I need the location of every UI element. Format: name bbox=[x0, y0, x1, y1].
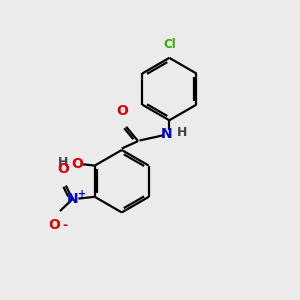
Text: N: N bbox=[161, 127, 173, 141]
Text: +: + bbox=[78, 189, 86, 199]
Text: O: O bbox=[48, 218, 60, 232]
Text: O: O bbox=[71, 157, 83, 171]
Text: H: H bbox=[58, 156, 68, 169]
Text: Cl: Cl bbox=[163, 38, 176, 51]
Text: H: H bbox=[177, 126, 187, 139]
Text: O: O bbox=[58, 162, 70, 176]
Text: O: O bbox=[117, 104, 129, 118]
Text: -: - bbox=[63, 219, 68, 232]
Text: N: N bbox=[67, 192, 78, 206]
